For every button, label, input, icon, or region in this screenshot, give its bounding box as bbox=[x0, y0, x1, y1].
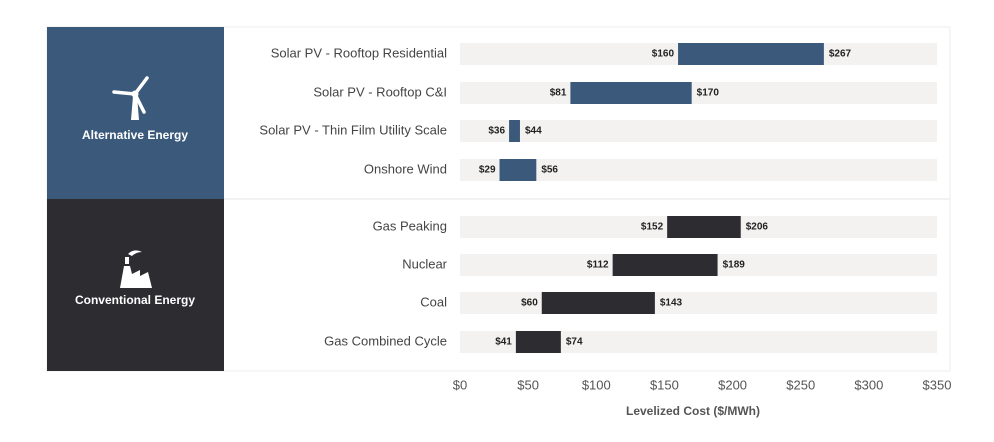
value-label: $74 bbox=[566, 337, 583, 348]
range-bar bbox=[678, 43, 824, 65]
value-label: $44 bbox=[525, 126, 542, 137]
factory-icon bbox=[120, 250, 152, 288]
track bbox=[460, 120, 937, 142]
group-label: Alternative Energy bbox=[82, 128, 188, 142]
x-tick-label: $0 bbox=[453, 377, 467, 392]
value-label: $81 bbox=[550, 88, 567, 99]
value-label: $60 bbox=[521, 298, 538, 309]
track bbox=[460, 331, 937, 353]
category-label: Solar PV - Rooftop Residential bbox=[271, 45, 447, 60]
value-label: $206 bbox=[746, 222, 769, 233]
value-label: $189 bbox=[723, 260, 746, 271]
range-bar bbox=[570, 82, 692, 104]
value-label: $152 bbox=[641, 222, 664, 233]
group-label: Conventional Energy bbox=[75, 293, 195, 307]
x-tick-label: $150 bbox=[650, 377, 679, 392]
value-label: $56 bbox=[541, 165, 558, 176]
range-bar bbox=[612, 254, 718, 276]
x-axis-label: Levelized Cost ($/MWh) bbox=[626, 404, 760, 418]
value-label: $267 bbox=[829, 49, 852, 60]
track bbox=[460, 159, 937, 181]
category-label: Onshore Wind bbox=[364, 161, 447, 176]
value-label: $112 bbox=[587, 260, 609, 271]
x-tick-label: $350 bbox=[923, 377, 952, 392]
x-tick-label: $100 bbox=[582, 377, 611, 392]
value-label: $143 bbox=[660, 298, 683, 309]
range-bar bbox=[515, 331, 561, 353]
category-label: Nuclear bbox=[402, 256, 447, 271]
category-label: Gas Peaking bbox=[373, 218, 447, 233]
range-bar bbox=[509, 120, 520, 142]
category-label: Solar PV - Thin Film Utility Scale bbox=[259, 122, 447, 137]
value-label: $170 bbox=[697, 88, 720, 99]
value-label: $29 bbox=[479, 165, 496, 176]
category-label: Coal bbox=[420, 294, 447, 309]
value-label: $36 bbox=[488, 126, 505, 137]
range-bar bbox=[667, 216, 741, 238]
category-label: Solar PV - Rooftop C&I bbox=[313, 84, 447, 99]
range-bar bbox=[541, 292, 655, 314]
x-tick-label: $300 bbox=[854, 377, 883, 392]
x-tick-label: $50 bbox=[517, 377, 539, 392]
value-label: $160 bbox=[652, 49, 675, 60]
x-tick-label: $200 bbox=[718, 377, 747, 392]
x-tick-label: $250 bbox=[786, 377, 815, 392]
wind-icon bbox=[112, 76, 149, 120]
value-label: $41 bbox=[495, 337, 512, 348]
category-label: Gas Combined Cycle bbox=[324, 333, 447, 348]
range-bar bbox=[499, 159, 537, 181]
